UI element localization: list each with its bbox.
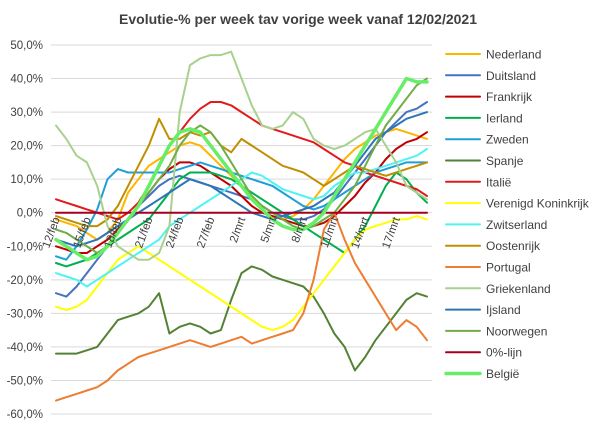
y-tick-label: -50,0% (7, 375, 43, 387)
legend-label: Noorwegen (486, 324, 547, 338)
plot-area (54, 50, 429, 402)
y-tick-label: 40,0% (10, 74, 43, 86)
series-line-zweden (55, 161, 428, 261)
y-tick-label: -20,0% (7, 275, 43, 287)
y-tick-label: 0,0% (17, 208, 43, 220)
legend-label: Frankrijk (486, 90, 533, 104)
y-axis-tick-labels: 50,0% 40,0% 30,0% 20,0% 10,0% 0,0% -10,0% -20,0… (7, 40, 43, 421)
legend-label: Zwitserland (486, 218, 547, 232)
series-line-oostenrijk (55, 117, 428, 228)
series-line-belgi- (54, 76, 429, 262)
y-tick-label: -30,0% (7, 308, 43, 320)
legend-label: Oostenrijk (486, 239, 541, 253)
series-line-spanje (55, 265, 428, 372)
y-tick-label: 10,0% (10, 174, 43, 186)
legend-label: België (486, 367, 520, 381)
legend-label: Italië (486, 175, 512, 189)
y-tick-label: -10,0% (7, 241, 43, 253)
y-tick-label: -60,0% (7, 409, 43, 421)
series-line-verenigd-koninkrijk (55, 215, 428, 332)
y-tick-label: -40,0% (7, 342, 43, 354)
legend: Nederland Duitsland Frankrijk Ierland Zweden… (444, 48, 590, 381)
chart-title: Evolutie-% per week tav vorige week vana… (119, 11, 477, 27)
legend-label: Griekenland (486, 282, 551, 296)
series-line-ijsland (55, 111, 428, 248)
series-line-portugal (55, 211, 428, 402)
legend-label: Verenigd Koninkrijk (486, 197, 590, 211)
legend-label: 0%-lijn (486, 346, 522, 360)
y-tick-label: 20,0% (10, 141, 43, 153)
legend-label: Portugal (486, 261, 531, 275)
legend-label: Spanje (486, 154, 524, 168)
legend-label: Duitsland (486, 69, 536, 83)
legend-label: Ijsland (486, 303, 521, 317)
legend-label: Nederland (486, 48, 541, 62)
series-line-griekenland (55, 50, 428, 261)
series-line-frankrijk (55, 131, 428, 254)
legend-label: Zweden (486, 133, 529, 147)
y-tick-label: 50,0% (10, 40, 43, 52)
legend-label: Ierland (486, 111, 523, 125)
y-tick-label: 30,0% (10, 107, 43, 119)
